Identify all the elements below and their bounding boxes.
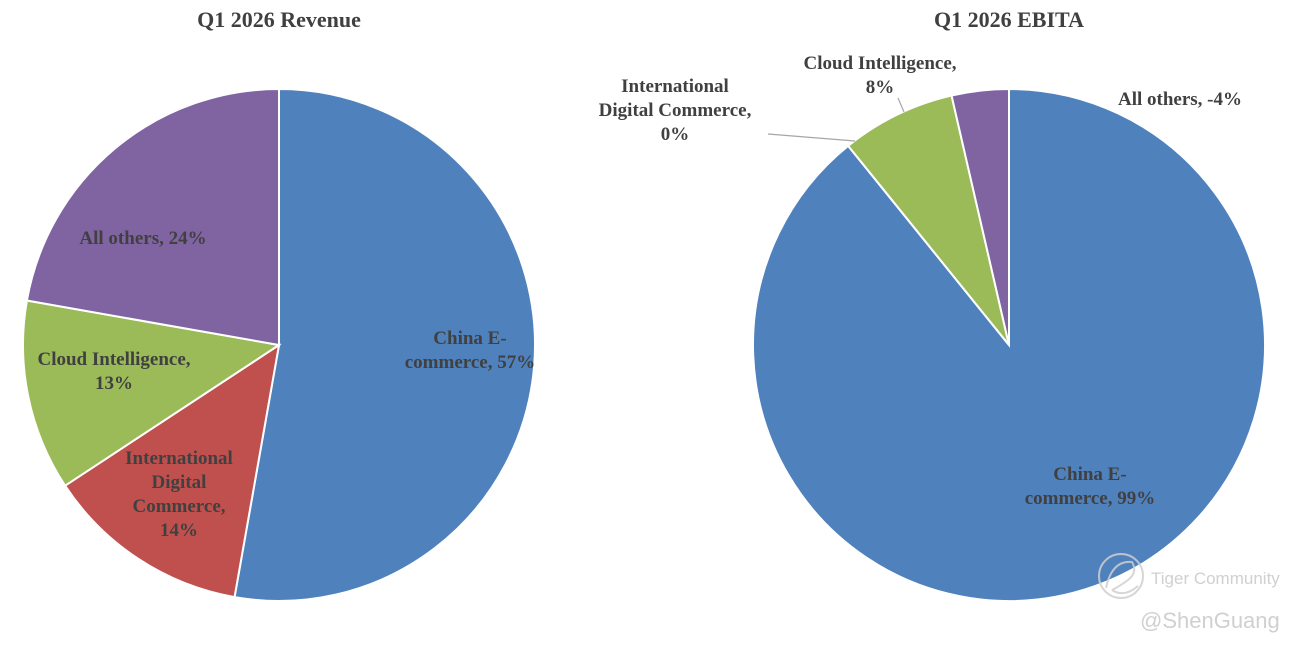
ebita-pie (752, 87, 1266, 602)
revenue-pie (22, 87, 536, 602)
ebita-labels: China E-commerce, 99% International Digita… (599, 53, 1242, 509)
watermark-handle: @ShenGuang (1140, 608, 1280, 633)
data-label-international-digital-commerce: International Digital Commerce, 0% (599, 76, 752, 145)
data-label-international-digital-commerce: International Digital Commerce, 14% (125, 448, 233, 541)
data-label-china-e-commerce: China E-commerce, 57% (405, 328, 535, 373)
slice-all-others (950, 87, 1010, 346)
ebita-chart-title: Q1 2026 EBITA (934, 7, 1084, 32)
slice-international-digital-commerce (63, 342, 281, 599)
leader-line (897, 97, 905, 113)
data-label-cloud-intelligence: Cloud Intelligence, 8% (803, 53, 956, 98)
leader-line (767, 133, 856, 142)
data-label-all-others: All others, -4% (1118, 89, 1242, 110)
tiger-logo-icon (1098, 553, 1144, 599)
revenue-chart-title: Q1 2026 Revenue (197, 7, 361, 32)
watermark: Tiger Community @ShenGuang (1098, 553, 1280, 633)
slice-cloud-intelligence (846, 94, 1010, 346)
slice-china-e-commerce (233, 87, 536, 602)
revenue-labels: China E-commerce, 57% International Digita… (37, 228, 535, 541)
data-label-china-e-commerce: China E-commerce, 99% (1025, 464, 1155, 509)
data-label-cloud-intelligence: Cloud Intelligence, 13% (37, 349, 190, 394)
slice-cloud-intelligence (22, 299, 282, 488)
slice-all-others (25, 87, 280, 347)
watermark-brand: Tiger Community (1151, 569, 1280, 588)
data-label-all-others: All others, 24% (79, 228, 206, 249)
slice-china-e-commerce (752, 87, 1266, 602)
